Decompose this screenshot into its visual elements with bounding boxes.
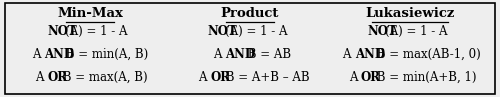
Text: A: A (198, 71, 210, 84)
Text: NOT: NOT (367, 25, 397, 38)
Text: Lukasiewicz: Lukasiewicz (366, 7, 454, 20)
Text: A: A (34, 71, 47, 84)
Text: (A) = 1 - A: (A) = 1 - A (66, 25, 128, 38)
Text: OR: OR (47, 71, 67, 84)
Text: B = A+B – AB: B = A+B – AB (222, 71, 310, 84)
Text: B = max(A, B): B = max(A, B) (60, 71, 148, 84)
Text: A: A (342, 48, 354, 61)
Text: A: A (213, 48, 226, 61)
Text: B = min(A+B, 1): B = min(A+B, 1) (373, 71, 476, 84)
Text: AND: AND (44, 48, 74, 61)
Text: B = AB: B = AB (244, 48, 291, 61)
Text: OR: OR (210, 71, 230, 84)
Text: (A) = 1 - A: (A) = 1 - A (386, 25, 448, 38)
FancyBboxPatch shape (5, 3, 495, 94)
Text: A: A (32, 48, 44, 61)
Text: NOT: NOT (207, 25, 237, 38)
Text: (A) = 1 - A: (A) = 1 - A (226, 25, 288, 38)
Text: NOT: NOT (47, 25, 77, 38)
Text: B = min(A, B): B = min(A, B) (62, 48, 148, 61)
Text: A: A (348, 71, 361, 84)
Text: Product: Product (221, 7, 279, 20)
Text: AND: AND (226, 48, 256, 61)
Text: AND: AND (354, 48, 385, 61)
Text: B = max(AB-1, 0): B = max(AB-1, 0) (373, 48, 481, 61)
Text: Min-Max: Min-Max (57, 7, 123, 20)
Text: OR: OR (361, 71, 381, 84)
